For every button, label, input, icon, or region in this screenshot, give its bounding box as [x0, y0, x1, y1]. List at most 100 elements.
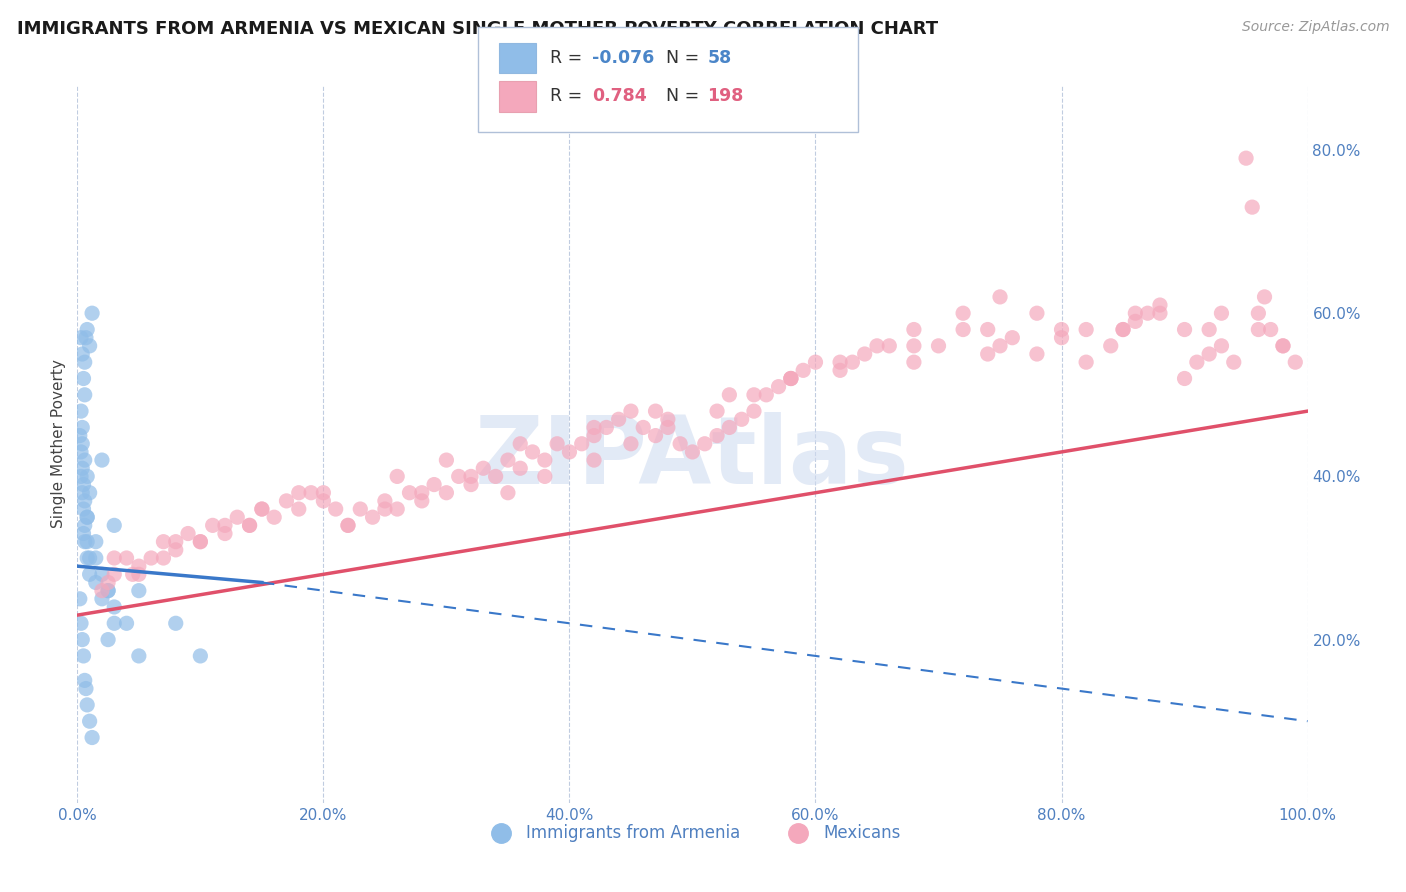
Point [188, 534, 212, 549]
Point [325, 502, 347, 516]
Text: IMMIGRANTS FROM ARMENIA VS MEXICAN SINGLE MOTHER POVERTY CORRELATION CHART: IMMIGRANTS FROM ARMENIA VS MEXICAN SINGL… [17, 20, 938, 37]
Point [188, 534, 212, 549]
Point [1149, 298, 1171, 312]
Point [988, 339, 1011, 353]
Point [1112, 322, 1135, 336]
Point [780, 371, 803, 385]
Point [165, 534, 187, 549]
Point [496, 485, 519, 500]
Point [82, 306, 104, 320]
Point [70, 461, 93, 475]
Point [73, 453, 96, 467]
Point [1284, 355, 1306, 369]
Text: R =: R = [550, 87, 588, 105]
Point [73, 494, 96, 508]
Point [141, 551, 163, 566]
Point [70, 469, 93, 483]
Point [75, 331, 97, 345]
Point [731, 412, 754, 426]
Point [952, 322, 974, 336]
Point [90, 591, 114, 606]
Point [72, 648, 94, 663]
Point [128, 559, 150, 574]
Point [121, 567, 143, 582]
Point [73, 355, 96, 369]
Point [830, 363, 852, 377]
Point [644, 404, 666, 418]
Point [411, 485, 433, 500]
Point [866, 339, 889, 353]
Point [288, 485, 311, 500]
Point [1211, 306, 1233, 320]
Point [70, 616, 93, 631]
Point [903, 322, 925, 336]
Point [103, 616, 125, 631]
Point [1272, 339, 1295, 353]
Point [72, 371, 94, 385]
Point [361, 510, 384, 524]
Point [509, 461, 531, 475]
Legend: Immigrants from Armenia, Mexicans: Immigrants from Armenia, Mexicans [478, 817, 907, 848]
Point [70, 485, 93, 500]
Point [693, 436, 716, 450]
Text: ZIPAtlas: ZIPAtlas [475, 412, 910, 504]
Point [398, 485, 420, 500]
Point [509, 436, 531, 450]
Point [70, 632, 93, 647]
Point [768, 379, 790, 393]
Point [1185, 355, 1208, 369]
Point [1253, 290, 1275, 304]
Point [201, 518, 224, 533]
Point [620, 436, 643, 450]
Text: N =: N = [666, 49, 706, 67]
Point [853, 347, 876, 361]
Point [76, 534, 98, 549]
Point [177, 526, 200, 541]
Point [903, 339, 925, 353]
Point [75, 681, 97, 696]
Point [792, 363, 814, 377]
Text: 198: 198 [707, 87, 744, 105]
Point [165, 542, 187, 557]
Point [70, 331, 93, 345]
Point [79, 714, 101, 729]
Point [988, 290, 1011, 304]
Point [1247, 306, 1270, 320]
Point [780, 371, 803, 385]
Point [558, 445, 581, 459]
Point [1001, 331, 1024, 345]
Point [72, 477, 94, 491]
Point [312, 485, 335, 500]
Text: Source: ZipAtlas.com: Source: ZipAtlas.com [1241, 20, 1389, 34]
Point [460, 477, 482, 491]
Text: 58: 58 [707, 49, 731, 67]
Point [385, 469, 409, 483]
Point [546, 436, 568, 450]
Point [239, 518, 262, 533]
Point [84, 551, 107, 566]
Point [214, 526, 236, 541]
Point [79, 551, 101, 566]
Point [583, 420, 606, 434]
Point [103, 599, 125, 614]
Point [239, 518, 262, 533]
Point [879, 339, 901, 353]
Point [534, 469, 557, 483]
Point [706, 428, 728, 442]
Point [436, 485, 458, 500]
Point [84, 534, 107, 549]
Point [79, 567, 101, 582]
Point [620, 404, 643, 418]
Point [1247, 322, 1270, 336]
Point [977, 347, 1000, 361]
Point [72, 502, 94, 516]
Point [583, 453, 606, 467]
Point [1136, 306, 1159, 320]
Point [1099, 339, 1122, 353]
Point [76, 510, 98, 524]
Point [70, 445, 93, 459]
Point [595, 420, 617, 434]
Text: R =: R = [550, 49, 588, 67]
Point [276, 494, 298, 508]
Text: N =: N = [666, 87, 706, 105]
